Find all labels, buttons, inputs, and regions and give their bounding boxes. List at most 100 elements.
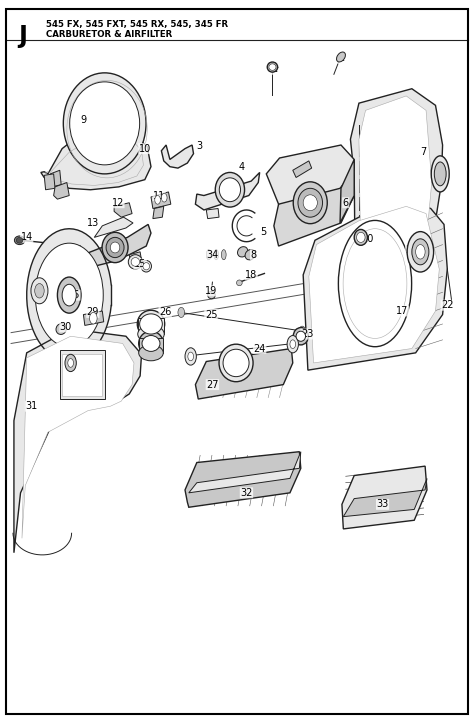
Polygon shape	[274, 171, 354, 246]
Polygon shape	[44, 174, 55, 189]
Bar	[60, 350, 105, 399]
Text: 545 FX, 545 FXT, 545 RX, 545, 345 FR: 545 FX, 545 FXT, 545 RX, 545, 345 FR	[46, 20, 228, 29]
Ellipse shape	[219, 344, 253, 382]
Ellipse shape	[219, 178, 240, 202]
Polygon shape	[195, 348, 293, 399]
Text: 31: 31	[25, 401, 37, 411]
Ellipse shape	[143, 262, 150, 270]
Ellipse shape	[269, 64, 276, 70]
Text: 13: 13	[87, 218, 99, 228]
Circle shape	[407, 231, 434, 272]
Text: 7: 7	[420, 147, 427, 157]
Text: 30: 30	[60, 322, 72, 332]
Text: 21: 21	[406, 244, 418, 254]
Ellipse shape	[354, 229, 367, 245]
Text: 24: 24	[254, 343, 266, 354]
Text: 14: 14	[20, 232, 33, 242]
Bar	[139, 338, 163, 353]
Bar	[62, 354, 102, 396]
Ellipse shape	[223, 349, 249, 377]
Polygon shape	[303, 201, 447, 370]
Ellipse shape	[206, 249, 211, 260]
Circle shape	[90, 312, 97, 324]
Text: 20: 20	[361, 234, 373, 244]
Circle shape	[188, 352, 193, 361]
Text: 23: 23	[301, 329, 313, 339]
Polygon shape	[206, 208, 219, 218]
Polygon shape	[189, 452, 301, 493]
Polygon shape	[27, 228, 111, 362]
Ellipse shape	[137, 310, 164, 338]
Circle shape	[178, 307, 184, 317]
Polygon shape	[343, 479, 427, 517]
Polygon shape	[342, 466, 427, 529]
Ellipse shape	[208, 291, 215, 299]
Polygon shape	[161, 145, 193, 168]
Text: 6: 6	[343, 198, 349, 208]
Circle shape	[35, 283, 44, 298]
Ellipse shape	[128, 254, 143, 269]
Ellipse shape	[106, 237, 124, 257]
Polygon shape	[114, 202, 132, 217]
Text: 11: 11	[153, 191, 165, 200]
Text: 28: 28	[236, 358, 248, 368]
Polygon shape	[340, 160, 354, 223]
Text: 1: 1	[272, 64, 278, 74]
Ellipse shape	[56, 324, 66, 335]
Circle shape	[65, 354, 76, 372]
Polygon shape	[94, 217, 133, 237]
Circle shape	[299, 326, 306, 336]
Text: 17: 17	[396, 306, 409, 316]
Polygon shape	[359, 96, 432, 262]
Ellipse shape	[303, 194, 318, 210]
Ellipse shape	[139, 331, 163, 356]
Ellipse shape	[214, 249, 219, 260]
Ellipse shape	[293, 181, 327, 223]
Ellipse shape	[434, 162, 446, 186]
Ellipse shape	[138, 325, 164, 343]
Text: 2: 2	[338, 54, 344, 64]
Polygon shape	[151, 192, 171, 208]
Text: 29: 29	[87, 307, 99, 317]
Text: 15: 15	[134, 259, 146, 269]
Text: 18: 18	[245, 270, 257, 280]
Ellipse shape	[14, 236, 25, 244]
Text: 27: 27	[206, 380, 219, 390]
Ellipse shape	[215, 173, 245, 207]
Ellipse shape	[140, 314, 162, 334]
Circle shape	[155, 195, 160, 204]
Polygon shape	[71, 224, 151, 266]
Circle shape	[290, 340, 296, 348]
Circle shape	[62, 284, 76, 306]
Ellipse shape	[356, 232, 365, 242]
Ellipse shape	[237, 247, 248, 257]
Polygon shape	[50, 171, 61, 187]
Ellipse shape	[337, 52, 346, 62]
Text: 19: 19	[205, 286, 217, 296]
Circle shape	[57, 277, 81, 313]
Bar	[138, 318, 164, 334]
Polygon shape	[41, 127, 151, 189]
Polygon shape	[195, 173, 260, 210]
Ellipse shape	[245, 249, 255, 260]
Ellipse shape	[221, 249, 226, 260]
Polygon shape	[350, 89, 443, 269]
Text: 33: 33	[376, 500, 389, 510]
Text: 4: 4	[239, 162, 245, 171]
Text: 22: 22	[441, 300, 454, 310]
Text: CARBURETOR & AIRFILTER: CARBURETOR & AIRFILTER	[46, 30, 172, 39]
Ellipse shape	[293, 328, 309, 345]
Ellipse shape	[267, 62, 278, 72]
Text: 3: 3	[196, 142, 202, 151]
Ellipse shape	[70, 82, 140, 165]
Polygon shape	[266, 145, 354, 204]
Ellipse shape	[102, 232, 128, 262]
Ellipse shape	[64, 73, 146, 174]
Circle shape	[185, 348, 196, 365]
Polygon shape	[83, 311, 104, 325]
Text: 32: 32	[240, 488, 253, 498]
Polygon shape	[153, 206, 164, 218]
Ellipse shape	[131, 257, 140, 266]
Polygon shape	[22, 336, 134, 539]
Ellipse shape	[296, 331, 306, 341]
